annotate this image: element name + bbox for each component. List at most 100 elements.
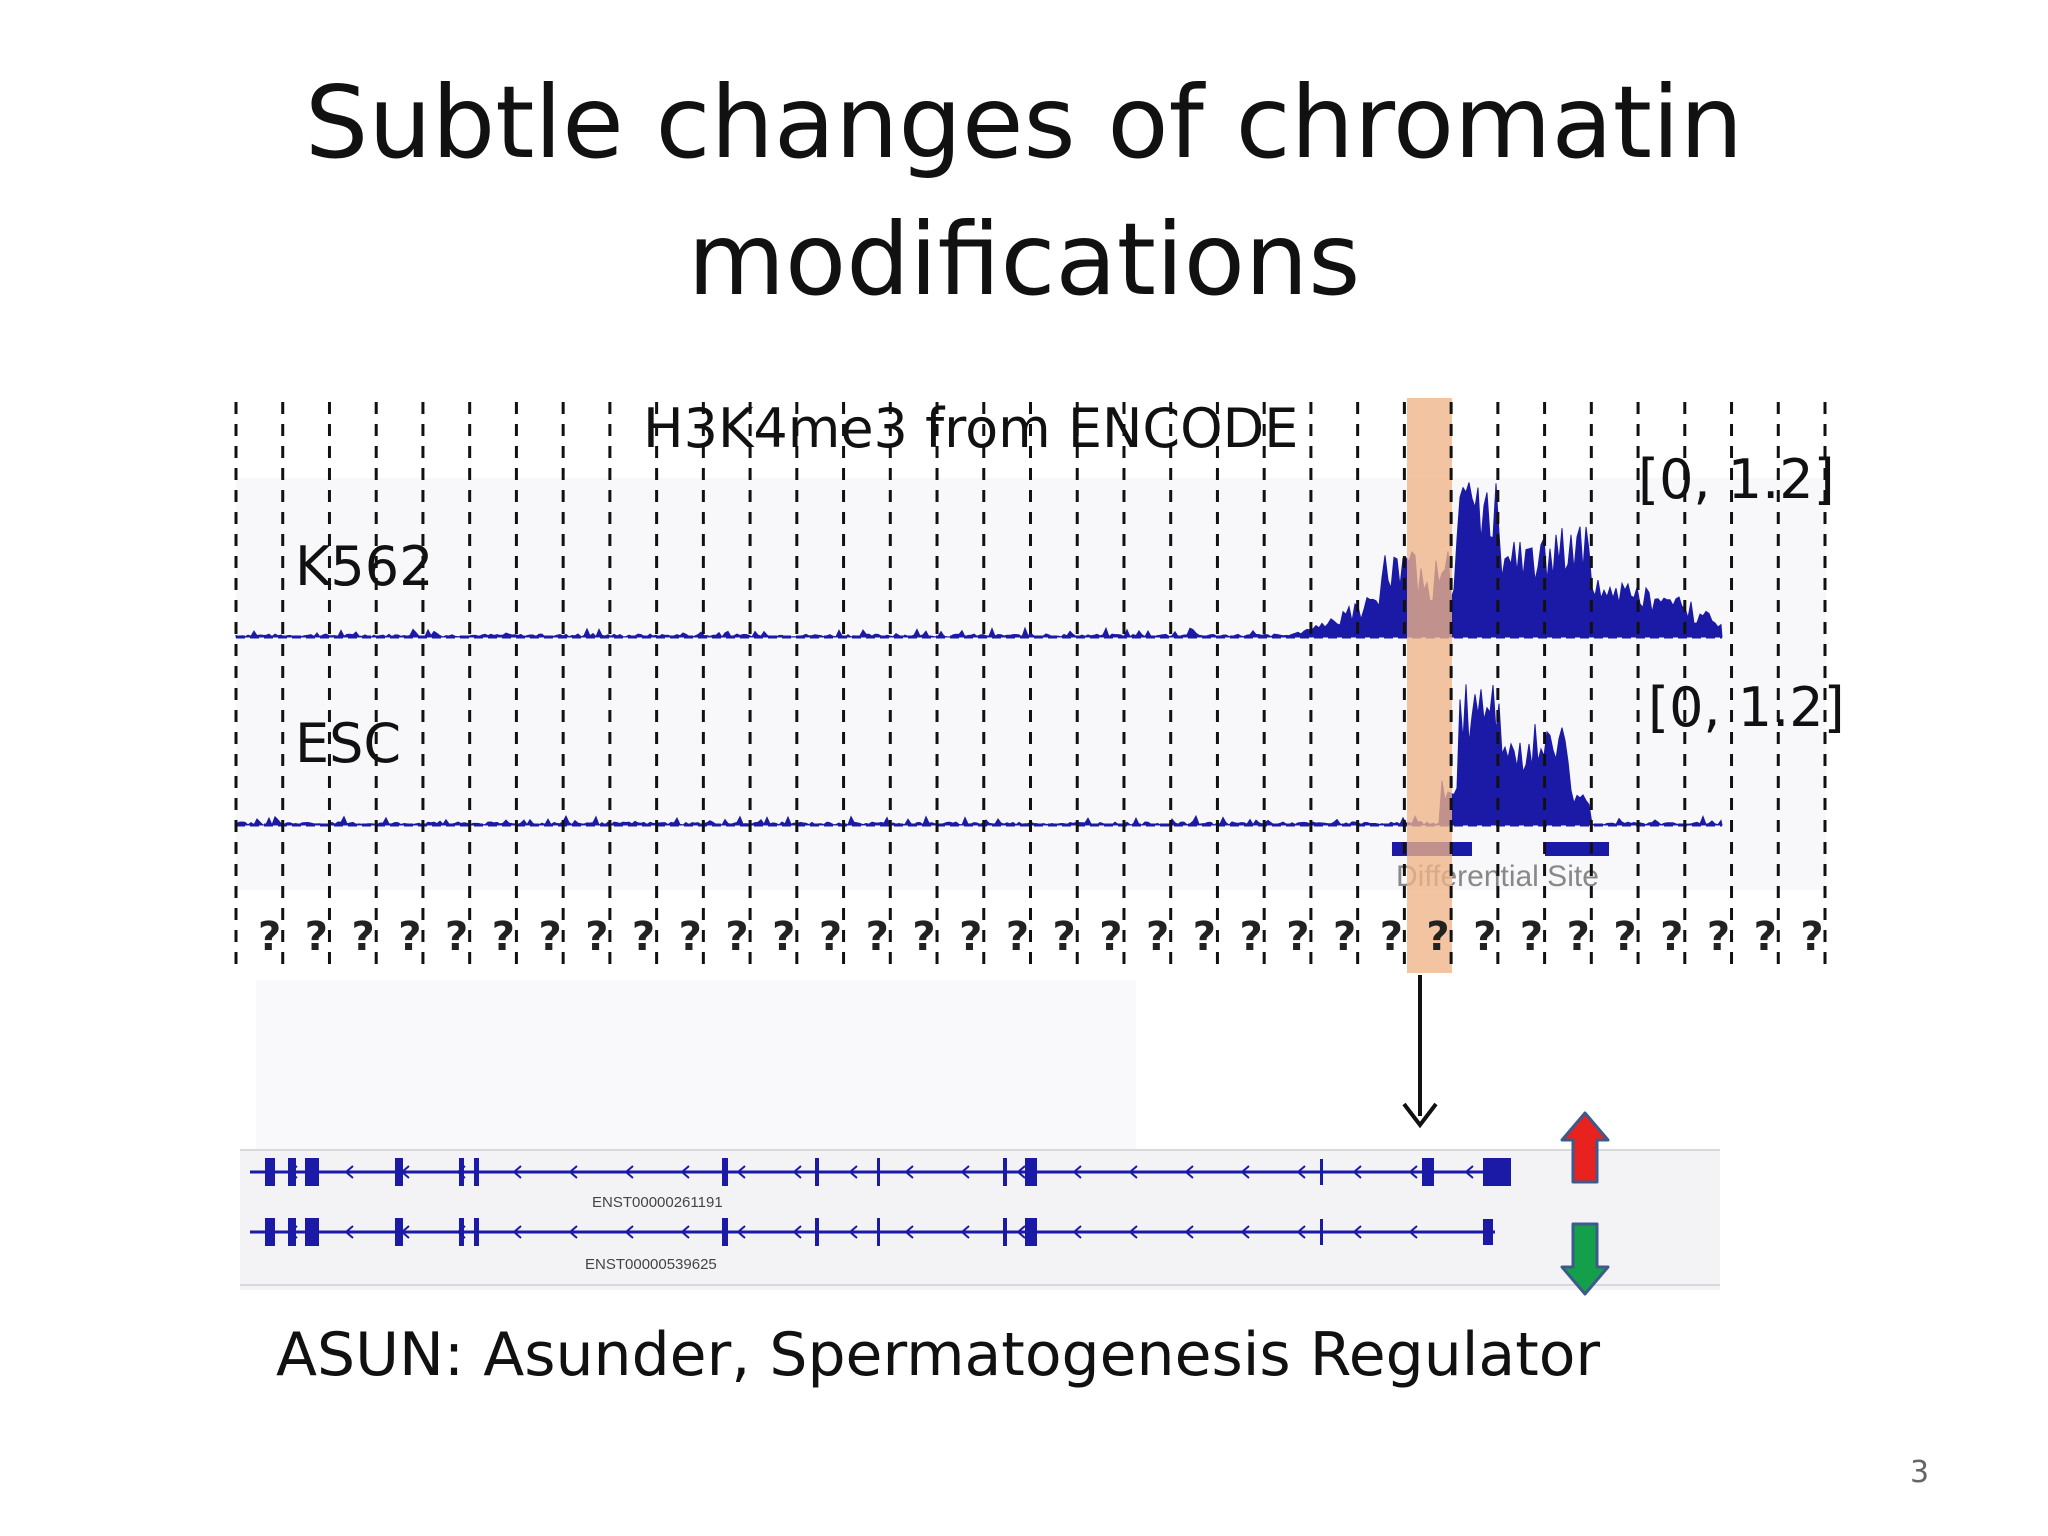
exon	[1320, 1219, 1323, 1245]
strand-chevron-icon	[1296, 1165, 1306, 1179]
strand-chevron-icon	[792, 1225, 802, 1239]
exon	[1483, 1219, 1493, 1245]
transcript-model-1	[250, 1158, 1511, 1186]
bin-label: ?	[1707, 914, 1730, 960]
bin-label: ?	[866, 914, 889, 960]
strand-chevron-icon	[1184, 1165, 1194, 1179]
strand-chevron-icon	[1240, 1225, 1250, 1239]
strand-chevron-icon	[568, 1165, 578, 1179]
strand-chevron-icon	[568, 1225, 578, 1239]
bin-label: ?	[1193, 914, 1216, 960]
strand-chevron-icon	[680, 1165, 690, 1179]
transcript-1-id: ENST00000261191	[592, 1194, 723, 1211]
exon	[265, 1158, 275, 1186]
bin-separators	[234, 402, 1827, 972]
exon	[305, 1218, 319, 1246]
transcript-2-id: ENST00000539625	[585, 1256, 717, 1273]
exon	[1003, 1158, 1007, 1186]
strand-chevron-icon	[1352, 1165, 1362, 1179]
strand-chevron-icon	[792, 1165, 802, 1179]
strand-chevron-icon	[1016, 1165, 1026, 1179]
esc-track-label: ESC	[295, 712, 402, 775]
gene-caption: ASUN: Asunder, Spermatogenesis Regulator	[276, 1320, 1601, 1390]
strand-chevron-icon	[1128, 1225, 1138, 1239]
strand-chevron-icon	[1184, 1225, 1194, 1239]
strand-chevron-icon	[1408, 1165, 1418, 1179]
strand-chevron-icon	[848, 1225, 858, 1239]
bin-label: ?	[1800, 914, 1823, 960]
strand-chevron-icon	[624, 1165, 634, 1179]
bin-label: ?	[679, 914, 702, 960]
exon	[459, 1218, 464, 1246]
bin-labels: ??????????????????????????????????	[258, 914, 1823, 960]
bin-label: ?	[1380, 914, 1403, 960]
exon	[474, 1158, 479, 1186]
up-regulation-arrow-icon	[1560, 1111, 1610, 1184]
bin-label: ?	[1053, 914, 1076, 960]
exon	[877, 1158, 880, 1186]
signal-area	[235, 482, 1723, 638]
strand-chevron-icon	[960, 1225, 970, 1239]
strand-chevron-icon	[1072, 1165, 1082, 1179]
strand-chevron-icon	[736, 1225, 746, 1239]
exon	[395, 1158, 403, 1186]
strand-chevron-icon	[848, 1165, 858, 1179]
signal-area	[235, 684, 1723, 827]
strand-chevron-icon	[1464, 1165, 1474, 1179]
bin-label: ?	[398, 914, 421, 960]
highlight-column	[1407, 398, 1452, 973]
bin-label: ?	[1099, 914, 1122, 960]
strand-chevron-icon	[1408, 1225, 1418, 1239]
bin-label: ?	[725, 914, 748, 960]
down-regulation-arrow-icon	[1560, 1222, 1610, 1296]
strand-chevron-icon	[344, 1225, 354, 1239]
exon	[722, 1218, 728, 1246]
exon	[1422, 1158, 1434, 1186]
exon	[1003, 1218, 1007, 1246]
pointer-arrow-head	[1402, 1102, 1438, 1129]
bin-label: ?	[1660, 914, 1683, 960]
k562-signal-track	[235, 482, 1723, 639]
bin-label: ?	[1520, 914, 1543, 960]
exon	[474, 1218, 479, 1246]
bin-label: ?	[305, 914, 328, 960]
exon	[265, 1218, 275, 1246]
slide-title-line-1: Subtle changes of chromatin	[304, 64, 1744, 181]
slide-title-line-2: modifications	[687, 201, 1361, 318]
exon	[305, 1158, 319, 1186]
bin-label: ?	[1006, 914, 1029, 960]
strand-chevron-icon	[1016, 1225, 1026, 1239]
k562-track-label: K562	[295, 535, 434, 598]
bin-label: ?	[1426, 914, 1449, 960]
exon	[722, 1158, 728, 1186]
bin-label: ?	[1239, 914, 1262, 960]
strand-chevron-icon	[960, 1165, 970, 1179]
strand-chevron-icon	[680, 1225, 690, 1239]
bin-label: ?	[445, 914, 468, 960]
bin-label: ?	[819, 914, 842, 960]
esc-range-label: [0, 1.2]	[1648, 676, 1845, 739]
bin-label: ?	[772, 914, 795, 960]
exon	[877, 1218, 880, 1246]
bin-label: ?	[1613, 914, 1636, 960]
bin-label: ?	[959, 914, 982, 960]
exon	[288, 1218, 296, 1246]
exon	[459, 1158, 464, 1186]
bin-label: ?	[258, 914, 281, 960]
slide-number: 3	[1910, 1455, 1930, 1490]
bin-label: ?	[1286, 914, 1309, 960]
bin-label: ?	[1146, 914, 1169, 960]
exon	[815, 1218, 819, 1246]
bin-label: ?	[1333, 914, 1356, 960]
k562-range-label: [0, 1.2]	[1638, 448, 1835, 511]
bin-label: ?	[492, 914, 515, 960]
strand-chevron-icon	[1128, 1165, 1138, 1179]
strand-chevron-icon	[904, 1225, 914, 1239]
bin-label: ?	[352, 914, 375, 960]
transcript-model-2	[250, 1218, 1495, 1246]
strand-chevron-icon	[736, 1165, 746, 1179]
strand-chevron-icon	[344, 1165, 354, 1179]
exon	[288, 1158, 296, 1186]
strand-chevron-icon	[1240, 1165, 1250, 1179]
